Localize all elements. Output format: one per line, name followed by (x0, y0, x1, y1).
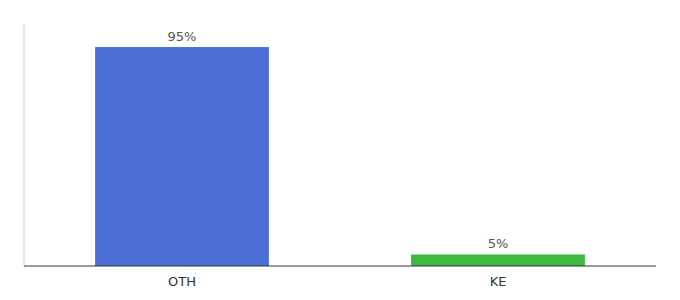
x-tick-label: OTH (168, 274, 196, 289)
bars (95, 47, 585, 266)
data-label: 95% (168, 29, 197, 44)
bar (95, 47, 269, 266)
x-tick-label: KE (490, 274, 507, 289)
x-axis-line (24, 266, 656, 267)
plot-area: 95% 5% OTH KE (24, 24, 656, 289)
data-label: 5% (488, 236, 509, 251)
chart: 95% 5% OTH KE (0, 0, 680, 300)
bar (411, 254, 585, 266)
y-axis-line (24, 24, 25, 266)
chart-container: 95% 5% OTH KE (0, 0, 680, 300)
